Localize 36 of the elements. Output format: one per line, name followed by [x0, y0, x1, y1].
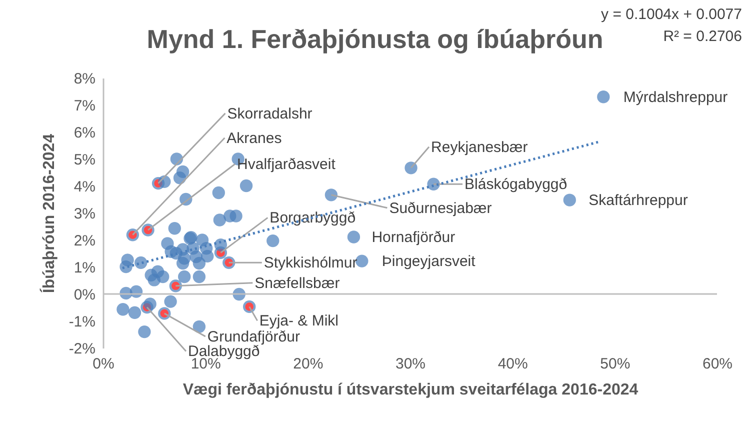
x-tick-label: 60% — [702, 356, 733, 372]
data-label: Hornafjörður — [372, 229, 456, 246]
x-tick-label: 0% — [92, 356, 114, 372]
text: y = 0.1004x + 0.0077 — [601, 6, 742, 23]
chart-title: Mynd 1. Ferðaþjónusta og íbúaþróun — [146, 24, 604, 54]
y-tick-label: 5% — [74, 152, 96, 168]
data-label: Snæfellsbær — [254, 274, 340, 292]
data-label: Mýrdalshreppur — [623, 88, 728, 106]
data-label: Skorradalshr — [227, 105, 312, 122]
y-tick-label: 4% — [74, 178, 96, 196]
x-tick-label: 30% — [395, 356, 426, 372]
y-tick-label: 2% — [74, 232, 96, 250]
data-label: Akranes — [226, 130, 282, 147]
y-tick-label: 6% — [74, 124, 96, 142]
data-label: Reykjanesbær — [431, 138, 528, 156]
x-tick-label: 50% — [600, 356, 630, 372]
data-label: Eyja- & Mikl — [259, 312, 339, 330]
y-tick-label: 7% — [74, 98, 96, 114]
x-tick-label: 40% — [498, 356, 528, 372]
data-label: Þingeyjarsveit — [382, 253, 476, 270]
y-tick-label: -2% — [68, 340, 96, 358]
text: R² = 0.2706 — [663, 28, 742, 45]
data-label: Skaftárhreppur — [588, 192, 688, 210]
y-tick-label: 8% — [74, 70, 96, 88]
y-tick-label: 0% — [74, 286, 96, 304]
y-tick-label: 3% — [74, 206, 96, 222]
x-axis-title: Vægi ferðaþjónustu í útsvarstekjum sveitarfélaga 2016-2024 — [182, 382, 638, 398]
y-tick-label: 1% — [74, 260, 96, 276]
x-tick-label: 20% — [293, 356, 324, 372]
y-tick-label: -1% — [68, 314, 96, 330]
data-label: Hvalfjarðasveit — [237, 156, 336, 174]
data-label: Stykkishólmur — [264, 254, 358, 272]
data-label: Bláskógabyggð — [464, 176, 568, 194]
y-axis-title: Íbúaþróun 2016-2024 — [38, 134, 58, 294]
data-label: Grundafjörður — [207, 328, 300, 346]
data-label: Suðurnesjabær — [389, 200, 492, 217]
